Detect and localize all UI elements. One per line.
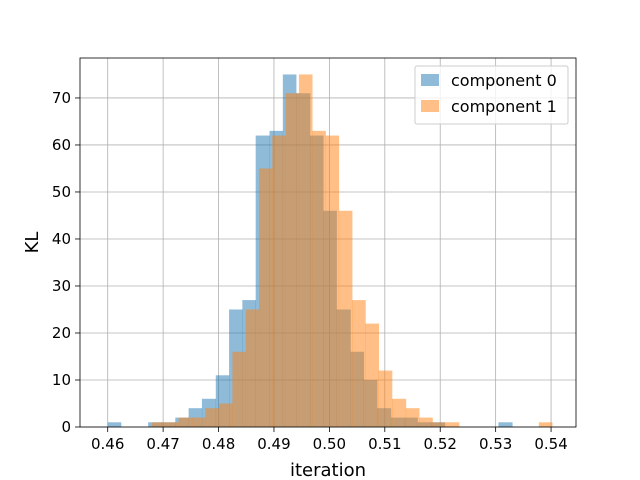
histogram-bar — [498, 422, 513, 427]
x-tick-label: 0.50 — [313, 435, 346, 453]
y-axis-title: KL — [22, 232, 43, 254]
histogram-bar — [191, 417, 206, 427]
x-tick-label: 0.53 — [479, 435, 512, 453]
y-tick-label: 0 — [61, 418, 71, 436]
legend-swatch-component-0 — [421, 74, 439, 86]
histogram-bar — [245, 309, 260, 427]
histogram-bar — [178, 417, 193, 427]
legend-swatch-component-1 — [421, 100, 439, 112]
histogram-bar — [259, 168, 273, 427]
histogram-bar — [232, 351, 247, 427]
x-tick-label: 0.47 — [146, 435, 179, 453]
legend-box — [414, 65, 569, 125]
histogram-bar — [432, 422, 447, 427]
y-tick-label: 20 — [52, 324, 71, 342]
histogram-bar — [165, 422, 179, 427]
axis-ticks: 0.46 0.47 0.48 0.49 0.50 0.51 0.52 0.53 0.54 0 10 2… — [52, 89, 568, 453]
histogram-bar — [392, 398, 407, 427]
histogram-bar — [219, 403, 233, 427]
x-tick-label: 0.46 — [91, 435, 124, 453]
histogram-bar — [272, 135, 286, 427]
x-tick-label: 0.51 — [368, 435, 401, 453]
y-tick-label: 10 — [52, 371, 71, 389]
histogram-bar — [298, 74, 313, 427]
legend: component 0 component 1 — [414, 65, 569, 125]
histogram-bar — [107, 422, 122, 427]
histogram-bar — [152, 422, 166, 427]
x-tick-label: 0.52 — [424, 435, 457, 453]
histogram-bar — [405, 408, 420, 427]
histogram-bar — [352, 300, 366, 427]
legend-label-component-1: component 1 — [451, 97, 557, 116]
x-tick-label: 0.54 — [534, 435, 567, 453]
y-tick-label: 50 — [52, 183, 71, 201]
y-tick-label: 40 — [52, 230, 71, 248]
histogram-bar — [325, 135, 340, 427]
histogram-bar — [205, 408, 220, 427]
histogram-bar — [312, 130, 326, 428]
histogram-bar — [338, 210, 353, 427]
legend-label-component-0: component 0 — [451, 71, 557, 90]
y-tick-label: 60 — [52, 136, 71, 154]
plot-frame — [79, 57, 577, 428]
y-tick-label: 30 — [52, 277, 71, 295]
histogram-bar — [365, 323, 380, 427]
x-tick-label: 0.48 — [202, 435, 235, 453]
histogram-bar — [419, 417, 433, 427]
histogram-bar — [538, 422, 553, 427]
histogram-bar — [378, 370, 393, 427]
x-tick-label: 0.49 — [257, 435, 290, 453]
histogram-bar — [445, 422, 460, 427]
histogram-bars — [107, 74, 553, 428]
x-axis-title: iteration — [290, 460, 366, 480]
histogram-bar — [285, 93, 300, 428]
y-tick-label: 70 — [52, 89, 71, 107]
series-component-1 — [152, 74, 553, 428]
